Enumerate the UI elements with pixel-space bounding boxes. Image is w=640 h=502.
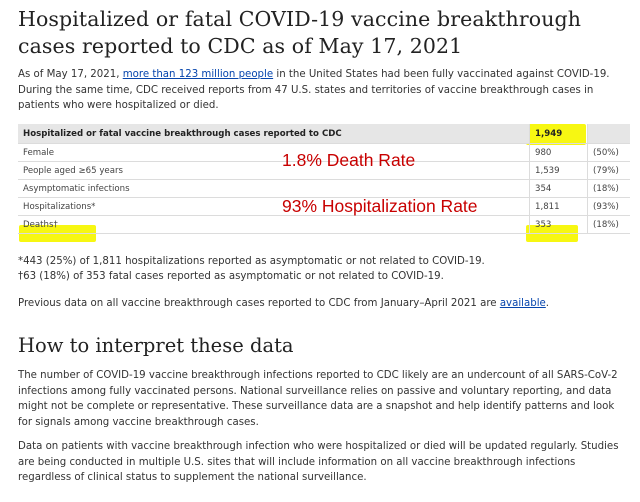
- intro-text-start: As of May 17, 2021,: [18, 69, 123, 80]
- table-row: Asymptomatic infections 354 (18%): [18, 179, 630, 198]
- available-link[interactable]: available: [499, 298, 546, 309]
- hospitalization-rate-annotation: 93% Hospitalization Rate: [282, 196, 478, 216]
- intro-text-end: in the United States had been fully vacc…: [18, 69, 610, 111]
- interpret-paragraph-2: Data on patients with vaccine breakthrou…: [18, 441, 619, 483]
- previous-data-paragraph: Previous data on all vaccine breakthroug…: [18, 296, 630, 312]
- footnote-hospitalizations: *443 (25%) of 1,811 hospitalizations rep…: [18, 256, 485, 267]
- row-value: 354: [529, 179, 588, 198]
- table-row: Female 980 (50%): [18, 143, 630, 162]
- footnote-deaths: †63 (18%) of 353 fatal cases reported as…: [18, 271, 444, 282]
- header-total: 1,949: [529, 124, 588, 144]
- row-label: Deaths†: [18, 215, 530, 234]
- row-pct: (79%): [587, 161, 630, 180]
- row-pct: (50%): [587, 143, 630, 162]
- page-title: Hospitalized or fatal COVID-19 vaccine b…: [18, 7, 582, 58]
- row-pct: (18%): [587, 179, 630, 198]
- breakthrough-cases-table: Hospitalized or fatal vaccine breakthrou…: [18, 124, 630, 234]
- row-pct: (93%): [587, 197, 630, 216]
- header-pct: [587, 124, 630, 144]
- table-row: Deaths† 353 (18%): [18, 215, 630, 234]
- row-value: 980: [529, 143, 588, 162]
- table-row: Hospitalizations* 1,811 (93%): [18, 197, 630, 216]
- row-label: Female: [18, 143, 530, 162]
- header-label: Hospitalized or fatal vaccine breakthrou…: [18, 124, 530, 144]
- interpret-paragraph-1: The number of COVID-19 vaccine breakthro…: [18, 370, 618, 428]
- intro-paragraph: As of May 17, 2021, more than 123 millio…: [18, 67, 630, 114]
- row-value: 353: [529, 215, 588, 234]
- row-label: People aged ≥65 years: [18, 161, 530, 180]
- section-title: How to interpret these data: [18, 334, 294, 357]
- table-header-row: Hospitalized or fatal vaccine breakthrou…: [18, 124, 630, 144]
- previous-text-end: .: [545, 298, 550, 309]
- row-value: 1,811: [529, 197, 588, 216]
- row-label: Hospitalizations*: [18, 197, 530, 216]
- previous-text-start: Previous data on all vaccine breakthroug…: [18, 298, 500, 309]
- row-pct: (18%): [587, 215, 630, 234]
- table-row: People aged ≥65 years 1,539 (79%): [18, 161, 630, 180]
- row-label: Asymptomatic infections: [18, 179, 530, 198]
- row-value: 1,539: [529, 161, 588, 180]
- death-rate-annotation: 1.8% Death Rate: [282, 150, 416, 170]
- vaccinated-people-link[interactable]: more than 123 million people: [122, 69, 274, 80]
